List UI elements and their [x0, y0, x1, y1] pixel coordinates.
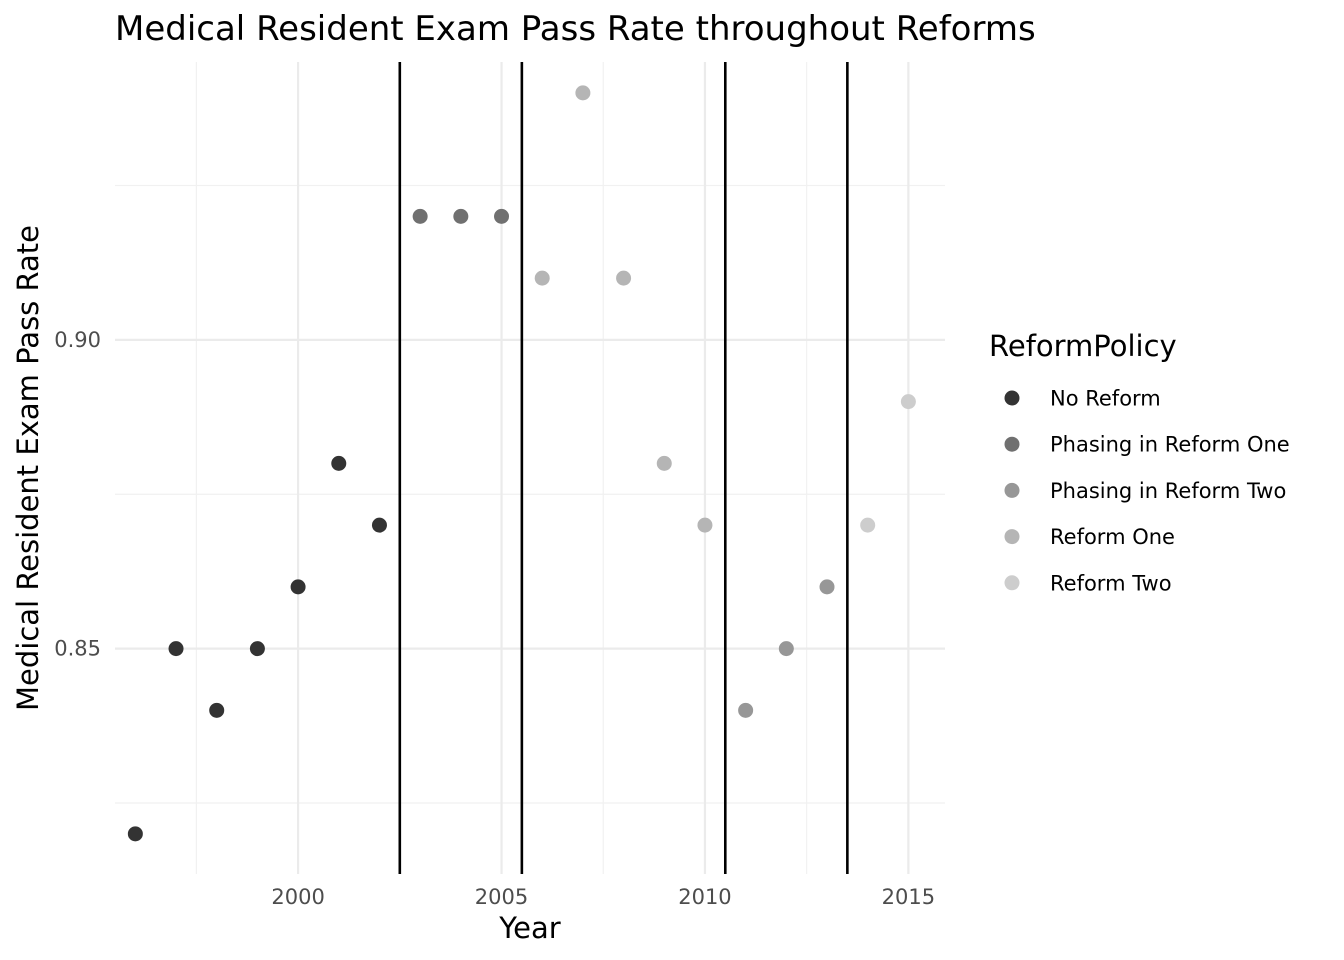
data-point	[331, 455, 347, 471]
data-point	[371, 517, 387, 533]
grid-minor	[115, 62, 945, 874]
legend-key	[1004, 436, 1020, 452]
y-tick-labels: 0.85 0.90	[54, 328, 101, 661]
legend-key	[1004, 390, 1020, 406]
data-point	[534, 270, 550, 286]
data-point	[453, 208, 469, 224]
x-axis-title: Year	[498, 911, 560, 945]
data-point	[860, 517, 876, 533]
data-point	[900, 394, 916, 410]
x-tick-label: 2000	[271, 885, 324, 909]
y-tick-label: 0.90	[54, 328, 101, 352]
data-point	[575, 85, 591, 101]
x-tick-label: 2015	[882, 885, 935, 909]
data-point	[168, 641, 184, 657]
grid-major	[115, 62, 945, 874]
legend-key	[1004, 482, 1020, 498]
data-point	[819, 579, 835, 595]
legend-label: Reform One	[1050, 525, 1175, 549]
data-point	[209, 702, 225, 718]
legend-label: Reform Two	[1050, 571, 1172, 595]
legend: ReformPolicy No Reform Phasing in Reform …	[989, 329, 1290, 595]
x-tick-label: 2010	[678, 885, 731, 909]
data-point	[778, 641, 794, 657]
x-tick-label: 2005	[475, 885, 528, 909]
y-tick-label: 0.85	[54, 637, 101, 661]
data-point	[494, 208, 510, 224]
y-axis-title: Medical Resident Exam Pass Rate	[11, 225, 45, 711]
legend-key	[1004, 575, 1020, 591]
legend-label: Phasing in Reform One	[1050, 433, 1290, 457]
legend-entries: No Reform Phasing in Reform One Phasing in…	[1004, 387, 1290, 595]
x-tick-labels: 2000 2005 2010 2015	[271, 885, 935, 909]
data-point	[290, 579, 306, 595]
data-point	[656, 455, 672, 471]
data-point	[412, 208, 428, 224]
data-point	[697, 517, 713, 533]
reform-boundary-lines	[398, 62, 849, 874]
legend-label: Phasing in Reform Two	[1050, 479, 1286, 503]
data-point	[249, 641, 265, 657]
legend-key	[1004, 529, 1020, 545]
legend-title: ReformPolicy	[989, 329, 1177, 363]
data-point	[738, 702, 754, 718]
data-points	[127, 85, 916, 842]
data-point	[127, 826, 143, 842]
data-point	[616, 270, 632, 286]
chart-title: Medical Resident Exam Pass Rate througho…	[115, 9, 1036, 49]
legend-label: No Reform	[1050, 387, 1161, 411]
